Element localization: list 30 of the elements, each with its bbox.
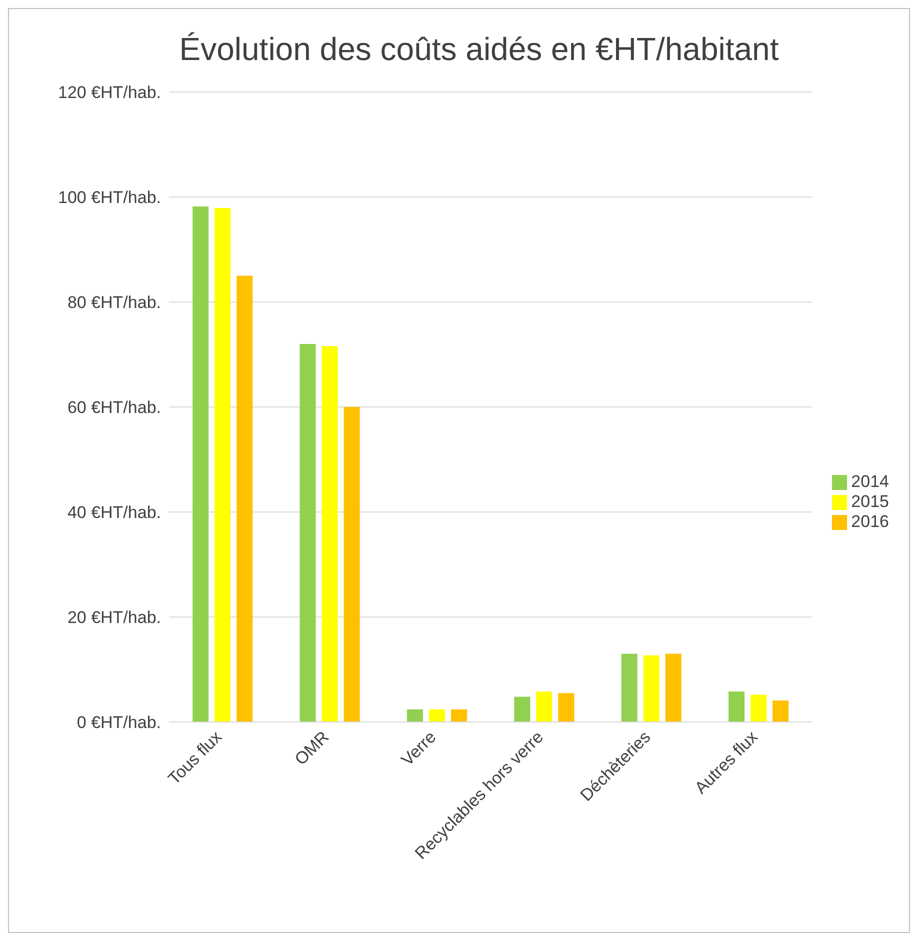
bar bbox=[344, 407, 360, 722]
y-tick-label: 120 €HT/hab. bbox=[58, 83, 161, 102]
bar bbox=[300, 344, 316, 722]
bar bbox=[406, 709, 423, 722]
legend-label: 2014 bbox=[851, 472, 889, 491]
y-tick-label: 60 €HT/hab. bbox=[67, 398, 161, 418]
y-tick-label: 0 €HT/hab. bbox=[76, 713, 161, 732]
bar bbox=[536, 692, 552, 722]
bar bbox=[665, 654, 682, 722]
bar bbox=[214, 208, 231, 722]
y-tick-label: 20 €HT/hab. bbox=[67, 608, 161, 628]
bar bbox=[428, 709, 445, 722]
bar bbox=[750, 694, 767, 722]
y-tick-label: 80 €HT/hab. bbox=[67, 293, 161, 312]
bar bbox=[621, 654, 638, 722]
bar bbox=[643, 655, 660, 722]
bar bbox=[450, 709, 467, 722]
bar bbox=[558, 693, 574, 722]
bar bbox=[514, 696, 530, 722]
bar bbox=[728, 692, 745, 722]
y-tick-label: 100 €HT/hab. bbox=[58, 188, 161, 208]
bar bbox=[192, 206, 209, 722]
bar bbox=[236, 276, 253, 722]
y-tick-label: 40 €HT/hab. bbox=[67, 503, 161, 522]
legend-label: 2016 bbox=[851, 512, 889, 531]
bar bbox=[322, 346, 338, 722]
bar bbox=[772, 700, 789, 722]
legend-label: 2015 bbox=[851, 492, 889, 511]
chart-title: Évolution des coûts aidés en €HT/habitant bbox=[178, 30, 780, 69]
x-tick-label: Tous flux bbox=[164, 727, 226, 788]
